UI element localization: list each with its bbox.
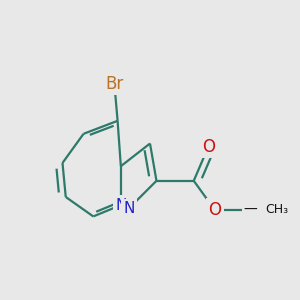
Text: CH₃: CH₃ — [265, 203, 288, 217]
Text: O: O — [208, 201, 221, 219]
Text: —: — — [250, 209, 251, 211]
Text: —: — — [244, 203, 257, 217]
Text: O: O — [202, 138, 215, 156]
Text: N: N — [115, 198, 127, 213]
Text: Br: Br — [105, 75, 124, 93]
Text: N: N — [123, 201, 135, 216]
